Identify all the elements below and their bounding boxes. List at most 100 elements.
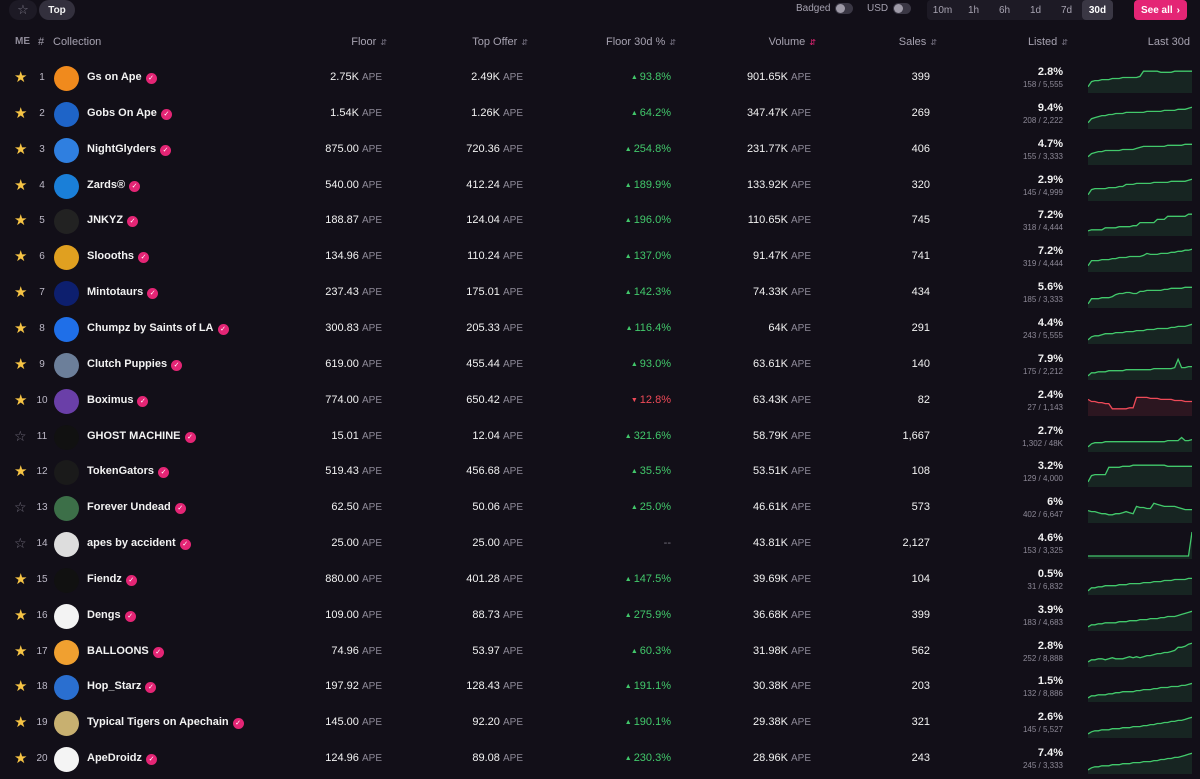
collection-avatar[interactable] — [54, 173, 79, 199]
collection-avatar[interactable] — [54, 532, 79, 558]
collection-avatar[interactable] — [54, 747, 79, 773]
col-volume[interactable]: Volume ⇵ — [769, 36, 816, 48]
star-outline-icon[interactable]: ☆ — [14, 427, 27, 444]
collection-name[interactable]: Sloooths ✓ — [87, 250, 150, 264]
table-row[interactable]: ★ 12 TokenGators ✓ 519.43 APE 456.68 APE ▲ 35.5… — [0, 454, 1200, 490]
collection-avatar[interactable] — [54, 388, 79, 414]
col-floor-30d[interactable]: Floor 30d % ⇵ — [606, 36, 676, 48]
star-filled-icon[interactable]: ★ — [14, 678, 28, 696]
table-row[interactable]: ★ 3 NightGlyders ✓ 875.00 APE 720.36 APE ▲ 254.… — [0, 132, 1200, 168]
collection-name[interactable]: Chumpz by Saints of LA ✓ — [87, 322, 229, 335]
table-row[interactable]: ☆ 13 Forever Undead ✓ 62.50 APE 50.06 APE ▲ 25.… — [0, 490, 1200, 526]
period-30d[interactable]: 30d — [1082, 0, 1113, 20]
collection-avatar[interactable] — [54, 567, 79, 593]
table-row[interactable]: ★ 6 Sloooths ✓ 134.96 APE 110.24 APE ▲ 137.0% 91… — [0, 239, 1200, 275]
favorites-tab[interactable]: ☆ — [9, 0, 37, 20]
table-row[interactable]: ★ 17 BALLOONS ✓ 74.96 APE 53.97 APE ▲ 60.3% 31.9… — [0, 634, 1200, 670]
collection-name[interactable]: Dengs ✓ — [87, 609, 136, 622]
collection-avatar[interactable] — [54, 711, 79, 737]
collection-name[interactable]: BALLOONS ✓ — [87, 645, 164, 658]
col-floor[interactable]: Floor ⇵ — [351, 36, 387, 48]
collection-name[interactable]: Gobs On Ape ✓ — [87, 107, 172, 120]
collection-name[interactable]: Hop_Starz ✓ — [87, 680, 157, 694]
star-filled-icon[interactable]: ★ — [14, 463, 28, 481]
star-filled-icon[interactable]: ★ — [14, 714, 28, 732]
collection-name[interactable]: Mintotaurs ✓ — [87, 286, 159, 300]
collection-name[interactable]: Typical Tigers on Apechain ✓ — [87, 716, 244, 730]
table-row[interactable]: ★ 18 Hop_Starz ✓ 197.92 APE 128.43 APE ▲ 191.1%… — [0, 669, 1200, 705]
collection-avatar[interactable] — [54, 639, 79, 665]
collection-avatar[interactable] — [54, 281, 79, 307]
col-sales[interactable]: Sales ⇵ — [899, 36, 937, 48]
period-6h[interactable]: 6h — [998, 4, 1011, 16]
star-filled-icon[interactable]: ★ — [14, 176, 28, 194]
table-row[interactable]: ★ 4 Zards® ✓ 540.00 APE 412.24 APE ▲ 189.9% 133.… — [0, 168, 1200, 204]
floor-value: 188.87 — [325, 214, 359, 227]
star-filled-icon[interactable]: ★ — [14, 642, 28, 660]
collection-name[interactable]: Boximus ✓ — [87, 394, 149, 407]
table-row[interactable]: ★ 7 Mintotaurs ✓ 237.43 APE 175.01 APE ▲ 142.3%… — [0, 275, 1200, 311]
period-1d[interactable]: 1d — [1029, 4, 1042, 16]
star-filled-icon[interactable]: ★ — [14, 140, 28, 158]
period-7d[interactable]: 7d — [1060, 4, 1073, 16]
star-filled-icon[interactable]: ★ — [14, 284, 28, 302]
collection-avatar[interactable] — [54, 101, 79, 127]
period-1h[interactable]: 1h — [967, 4, 980, 16]
listed-percent: 4.6% — [1037, 532, 1063, 545]
table-row[interactable]: ☆ 11 GHOST MACHINE ✓ 15.01 APE 12.04 APE ▲ 321.… — [0, 419, 1200, 455]
table-row[interactable]: ★ 9 Clutch Puppies ✓ 619.00 APE 455.44 APE ▲ 93… — [0, 347, 1200, 383]
collection-avatar[interactable] — [54, 245, 79, 271]
table-row[interactable]: ★ 5 JNKYZ ✓ 188.87 APE 124.04 APE ▲ 196.0% 110.6… — [0, 203, 1200, 239]
collection-name[interactable]: Clutch Puppies ✓ — [87, 358, 183, 371]
collection-avatar[interactable] — [54, 496, 79, 522]
table-row[interactable]: ★ 16 Dengs ✓ 109.00 APE 88.73 APE ▲ 275.9% 36.68… — [0, 598, 1200, 634]
collection-avatar[interactable] — [54, 460, 79, 486]
star-filled-icon[interactable]: ★ — [14, 606, 28, 624]
collection-avatar[interactable] — [54, 675, 79, 701]
collection-avatar[interactable] — [54, 137, 79, 163]
star-filled-icon[interactable]: ★ — [14, 570, 28, 588]
collection-name[interactable]: GHOST MACHINE ✓ — [87, 430, 196, 443]
badged-toggle[interactable] — [835, 3, 854, 14]
star-outline-icon[interactable]: ☆ — [14, 535, 27, 552]
currency-unit: APE — [790, 322, 811, 334]
table-row[interactable]: ★ 19 Typical Tigers on Apechain ✓ 145.00 APE… — [0, 705, 1200, 741]
collection-avatar[interactable] — [54, 352, 79, 378]
col-top-offer[interactable]: Top Offer ⇵ — [472, 36, 528, 48]
collection-name[interactable]: Fiendz ✓ — [87, 573, 137, 586]
collection-name[interactable]: Forever Undead ✓ — [87, 501, 186, 515]
collection-avatar[interactable] — [54, 603, 79, 629]
table-row[interactable]: ★ 20 ApeDroidz ✓ 124.96 APE 89.08 APE ▲ 230.3% 2… — [0, 741, 1200, 777]
star-filled-icon[interactable]: ★ — [14, 248, 28, 266]
table-row[interactable]: ☆ 14 apes by accident ✓ 25.00 APE 25.00 APE --… — [0, 526, 1200, 562]
star-filled-icon[interactable]: ★ — [14, 69, 28, 86]
see-all-button[interactable]: See all › — [1134, 0, 1187, 20]
table-row[interactable]: ★ 1 Gs on Ape ✓ 2.75K APE 2.49K APE ▲ 93.8% 901.… — [0, 60, 1200, 96]
table-row[interactable]: ★ 2 Gobs On Ape ✓ 1.54K APE 1.26K APE ▲ 64.2% 34… — [0, 96, 1200, 132]
table-row[interactable]: ★ 15 Fiendz ✓ 880.00 APE 401.28 APE ▲ 147.5% 39.… — [0, 562, 1200, 598]
star-filled-icon[interactable]: ★ — [14, 355, 28, 373]
star-outline-icon[interactable]: ☆ — [14, 499, 27, 516]
star-filled-icon[interactable]: ★ — [14, 391, 28, 409]
collection-name[interactable]: NightGlyders ✓ — [87, 143, 172, 156]
collection-name[interactable]: TokenGators ✓ — [87, 465, 170, 479]
collection-avatar[interactable] — [54, 316, 79, 342]
collection-avatar[interactable] — [54, 209, 79, 235]
collection-name[interactable]: JNKYZ ✓ — [87, 214, 139, 228]
collection-name[interactable]: ApeDroidz ✓ — [87, 752, 157, 766]
collection-name[interactable]: Gs on Ape ✓ — [87, 71, 157, 84]
usd-toggle[interactable] — [893, 3, 912, 14]
table-row[interactable]: ★ 8 Chumpz by Saints of LA ✓ 300.83 APE 205.3… — [0, 311, 1200, 347]
star-filled-icon[interactable]: ★ — [14, 319, 28, 337]
col-listed[interactable]: Listed ⇵ — [1028, 36, 1068, 48]
table-row[interactable]: ★ 10 Boximus ✓ 774.00 APE 650.42 APE ▼ 12.8% 63.… — [0, 383, 1200, 419]
collection-name[interactable]: Zards® ✓ — [87, 179, 141, 192]
collection-avatar[interactable] — [54, 424, 79, 450]
collection-name[interactable]: apes by accident ✓ — [87, 537, 191, 551]
collection-avatar[interactable] — [54, 66, 79, 91]
star-filled-icon[interactable]: ★ — [14, 104, 28, 122]
tab-top[interactable]: Top — [39, 0, 75, 20]
star-filled-icon[interactable]: ★ — [14, 750, 28, 768]
star-filled-icon[interactable]: ★ — [14, 212, 28, 230]
period-10m[interactable]: 10m — [932, 4, 953, 16]
